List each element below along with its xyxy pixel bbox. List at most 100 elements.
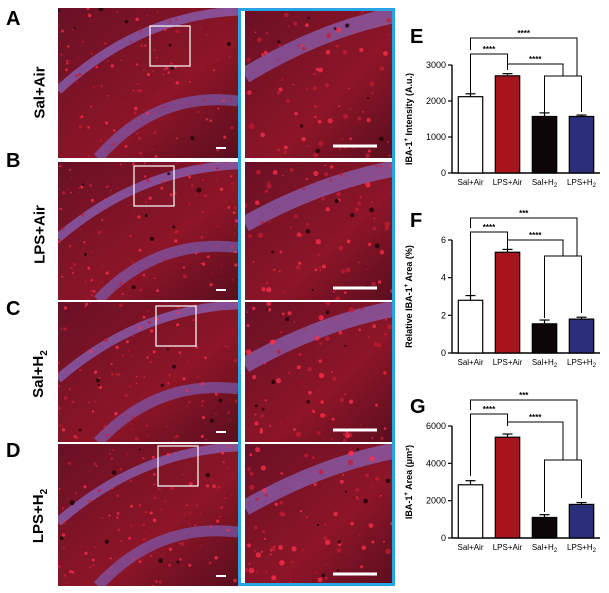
chart-g: G IBA-1+ Area (μm²) 0 2000 4000 6000 Sal+Air L…	[400, 390, 609, 590]
cell-dot	[362, 111, 364, 113]
cell-dot	[222, 461, 225, 464]
cell-dot	[104, 198, 106, 201]
cell-dot	[329, 165, 334, 169]
dark-spot	[176, 560, 180, 564]
cell-dot	[260, 221, 264, 225]
cell-dot	[109, 557, 112, 560]
panel-letter-f: F	[410, 210, 423, 232]
cell-dot	[218, 515, 221, 518]
y-axis-label: IBA-1+ Area (μm²)	[404, 445, 414, 519]
cell-dot	[58, 188, 60, 190]
cell-dot	[230, 494, 233, 496]
cell-dot	[79, 368, 82, 372]
cell-dot	[388, 154, 391, 157]
cell-dot	[216, 149, 219, 152]
cell-dot	[230, 98, 233, 101]
cell-dot	[148, 321, 151, 324]
cell-dot	[128, 536, 132, 540]
cell-dot	[187, 55, 190, 57]
cell-dot	[120, 59, 122, 62]
cell-dot	[106, 59, 109, 62]
cell-dot	[277, 148, 281, 152]
micrograph-texture	[58, 162, 238, 300]
cell-dot	[261, 550, 264, 553]
cell-dot	[145, 201, 147, 204]
cell-dot	[380, 494, 382, 497]
cell-dot	[153, 48, 156, 51]
cell-dot	[216, 167, 219, 170]
cell-dot	[88, 566, 92, 569]
y-axis-label-rest: Area (%)	[404, 245, 414, 284]
zoom-inset-frame	[238, 8, 395, 586]
dark-spot	[158, 558, 164, 563]
cell-dot	[383, 427, 387, 430]
cell-dot	[125, 340, 129, 344]
cell-dot	[110, 189, 112, 191]
cell-dot	[246, 324, 250, 327]
cell-dot	[136, 375, 138, 378]
dark-spot	[266, 308, 269, 311]
cell-dot	[220, 265, 223, 267]
cell-dot	[84, 305, 87, 308]
cell-dot	[89, 349, 93, 353]
cell-dot	[138, 117, 141, 120]
cell-dot	[71, 400, 75, 404]
cell-dot	[343, 433, 345, 435]
cell-dot	[247, 90, 252, 95]
chart-f-plot: Relative IBA-1+ Area (%) 0 2 4 6 Sal+Air LPS+A…	[404, 209, 600, 369]
cell-dot	[144, 175, 147, 178]
cell-dot	[125, 414, 127, 417]
cell-dot	[268, 220, 271, 223]
cell-dot	[192, 319, 195, 321]
x-tick-label: LPS+H2	[567, 543, 597, 554]
cell-dot	[329, 239, 331, 241]
cell-dot	[134, 106, 138, 111]
cell-dot	[142, 523, 146, 527]
cell-dot	[144, 511, 147, 513]
cell-dot	[318, 141, 324, 147]
cell-dot	[195, 252, 198, 255]
cell-dot	[323, 437, 326, 439]
cell-dot	[80, 545, 82, 547]
cell-dot	[219, 187, 224, 191]
cell-dot	[324, 336, 330, 342]
cell-dot	[188, 401, 191, 404]
cell-dot	[233, 232, 236, 235]
cell-dot	[360, 565, 364, 569]
cell-dot	[307, 145, 310, 148]
cell-dot	[299, 510, 303, 513]
cell-dot	[313, 170, 319, 176]
cell-dot	[180, 354, 182, 356]
cell-dot	[379, 164, 383, 168]
cell-dot	[357, 498, 359, 500]
cell-dot	[318, 372, 325, 379]
dark-spot	[218, 398, 223, 403]
cell-dot	[367, 149, 371, 153]
dark-spot	[285, 317, 290, 322]
zoom-region-box	[149, 25, 191, 67]
cell-dot	[195, 504, 198, 507]
cell-dot	[177, 30, 181, 33]
cell-dot	[314, 268, 318, 272]
cell-dot	[291, 560, 294, 564]
cell-dot	[246, 311, 249, 313]
cell-dot	[370, 484, 373, 487]
cell-dot	[138, 89, 142, 93]
cell-dot	[206, 484, 209, 488]
cell-dot	[311, 419, 314, 421]
cell-dot	[80, 185, 84, 189]
cell-dot	[274, 502, 278, 506]
cell-dot	[230, 126, 234, 130]
cell-dot	[92, 290, 96, 293]
micrograph-texture	[245, 162, 393, 300]
cell-dot	[164, 500, 167, 503]
cell-dot	[188, 563, 192, 567]
cell-dot	[58, 522, 61, 525]
zoom-region-box	[157, 445, 199, 487]
cell-dot	[194, 341, 196, 343]
cell-dot	[200, 235, 204, 239]
cell-dot	[276, 90, 281, 95]
cell-dot	[336, 191, 341, 197]
cell-dot	[287, 25, 290, 28]
cell-dot	[288, 157, 290, 158]
